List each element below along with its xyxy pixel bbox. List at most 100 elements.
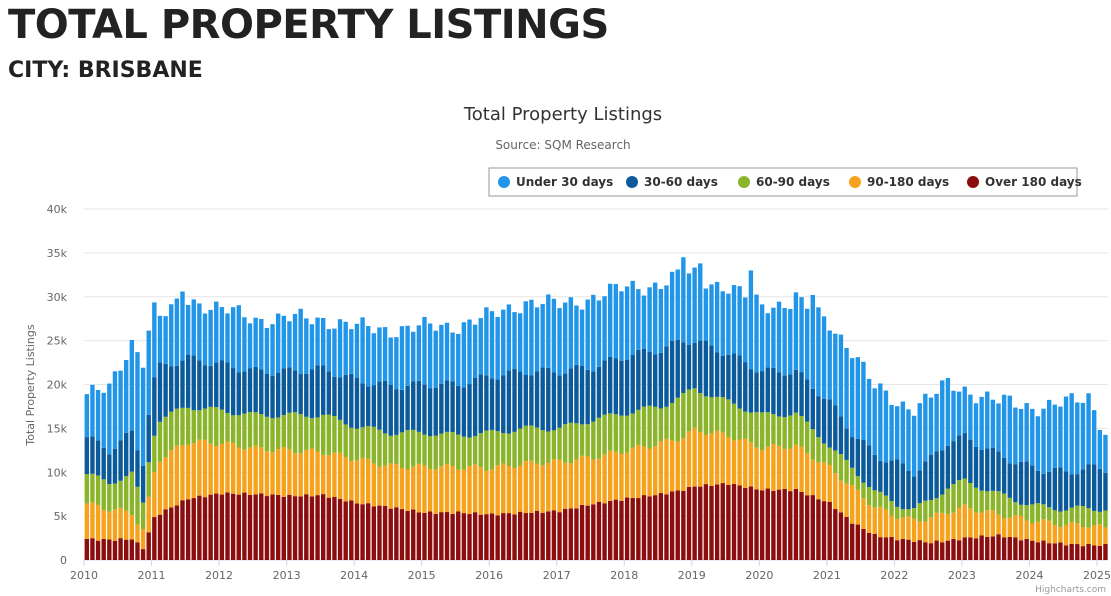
bar-segment	[934, 393, 939, 452]
bar-segment	[281, 446, 286, 497]
bar-segment	[354, 460, 360, 504]
bar-segment	[776, 416, 782, 446]
legend-60-90[interactable]: 60-90 days	[738, 175, 830, 189]
bar-segment	[101, 509, 106, 539]
bar-2015-05	[444, 322, 450, 560]
bar-segment	[112, 483, 118, 510]
bar-2011-04	[169, 304, 174, 560]
bar-segment	[1058, 511, 1063, 528]
bar-2023-09	[1007, 395, 1012, 560]
bar-segment	[1013, 537, 1018, 560]
legend-under-30[interactable]: Under 30 days	[498, 175, 613, 189]
bar-segment	[433, 435, 438, 470]
bar-2023-01	[962, 386, 967, 560]
bar-segment	[456, 469, 461, 512]
bar-segment	[855, 357, 861, 439]
bar-2023-07	[996, 403, 1001, 560]
bar-segment	[900, 517, 906, 539]
bar-segment	[714, 396, 720, 431]
bar-segment	[174, 505, 180, 560]
bar-segment	[855, 524, 861, 560]
bar-segment	[765, 367, 770, 413]
legend-over-180[interactable]: Over 180 days	[967, 175, 1082, 189]
bar-segment	[298, 374, 303, 415]
bar-2012-03	[230, 307, 236, 560]
bar-segment	[551, 372, 557, 431]
bar-segment	[816, 437, 821, 463]
bar-segment	[889, 515, 894, 537]
bar-2018-11	[681, 257, 686, 560]
bar-segment	[1001, 493, 1007, 519]
bar-2021-02	[833, 333, 838, 560]
bar-segment	[512, 514, 517, 560]
bar-segment	[844, 516, 849, 560]
bar-segment	[850, 485, 855, 524]
bar-segment	[253, 412, 258, 446]
bar-2013-09	[332, 328, 337, 560]
bar-2012-12	[281, 315, 286, 560]
bar-segment	[709, 345, 714, 398]
bar-segment	[816, 396, 821, 438]
bar-segment	[309, 448, 315, 497]
legend-90-180[interactable]: 90-180 days	[849, 175, 949, 189]
bar-segment	[568, 422, 573, 464]
bar-segment	[585, 456, 590, 506]
bar-segment	[405, 510, 410, 560]
bar-segment	[968, 508, 973, 538]
bar-2011-08	[191, 299, 196, 560]
bar-segment	[630, 413, 635, 448]
bar-segment	[979, 490, 984, 513]
bar-segment	[124, 539, 129, 560]
bar-segment	[304, 318, 309, 374]
bar-segment	[399, 467, 405, 510]
bar-segment	[292, 313, 298, 371]
bar-segment	[371, 333, 377, 386]
bar-segment	[990, 510, 996, 537]
bar-segment	[489, 311, 495, 379]
bar-segment	[923, 500, 928, 522]
bar-segment	[934, 498, 939, 513]
bar-segment	[129, 430, 135, 472]
bar-segment	[743, 362, 748, 412]
bar-segment	[776, 489, 782, 560]
bar-segment	[169, 366, 174, 412]
bar-2017-09	[602, 296, 607, 560]
bar-2016-05	[512, 312, 517, 560]
legend-30-60[interactable]: 30-60 days	[626, 175, 718, 189]
bar-segment	[298, 308, 303, 375]
bar-2022-01	[895, 406, 900, 560]
bar-segment	[669, 440, 675, 492]
bar-2016-10	[540, 304, 545, 560]
bar-segment	[388, 385, 393, 436]
bar-segment	[399, 432, 405, 468]
bar-segment	[951, 441, 956, 485]
bar-segment	[433, 513, 438, 560]
bar-segment	[506, 304, 512, 371]
bar-segment	[236, 415, 241, 448]
bar-segment	[681, 257, 686, 343]
bar-2016-09	[534, 307, 540, 560]
bar-segment	[647, 405, 652, 449]
credits-label[interactable]: Highcharts.com	[1035, 585, 1106, 595]
bar-2015-10	[472, 324, 478, 560]
bar-segment	[686, 486, 692, 560]
bar-segment	[247, 323, 253, 369]
bar-2025-01	[1097, 429, 1103, 560]
bar-segment	[945, 378, 951, 446]
bar-segment	[850, 437, 855, 468]
legend-label: 30-60 days	[644, 175, 718, 189]
bar-segment	[242, 449, 247, 493]
bar-2016-08	[529, 299, 534, 560]
bar-segment	[928, 397, 934, 455]
bar-segment	[315, 365, 320, 418]
bar-segment	[928, 500, 934, 518]
bar-2013-12	[349, 329, 354, 560]
bar-segment	[827, 501, 832, 560]
bar-segment	[866, 487, 872, 506]
bar-2011-01	[152, 302, 157, 560]
bar-segment	[861, 361, 866, 441]
x-tick-label: 2018	[610, 569, 638, 582]
bar-segment	[495, 379, 500, 432]
bar-segment	[433, 387, 438, 436]
bar-segment	[1013, 515, 1018, 538]
